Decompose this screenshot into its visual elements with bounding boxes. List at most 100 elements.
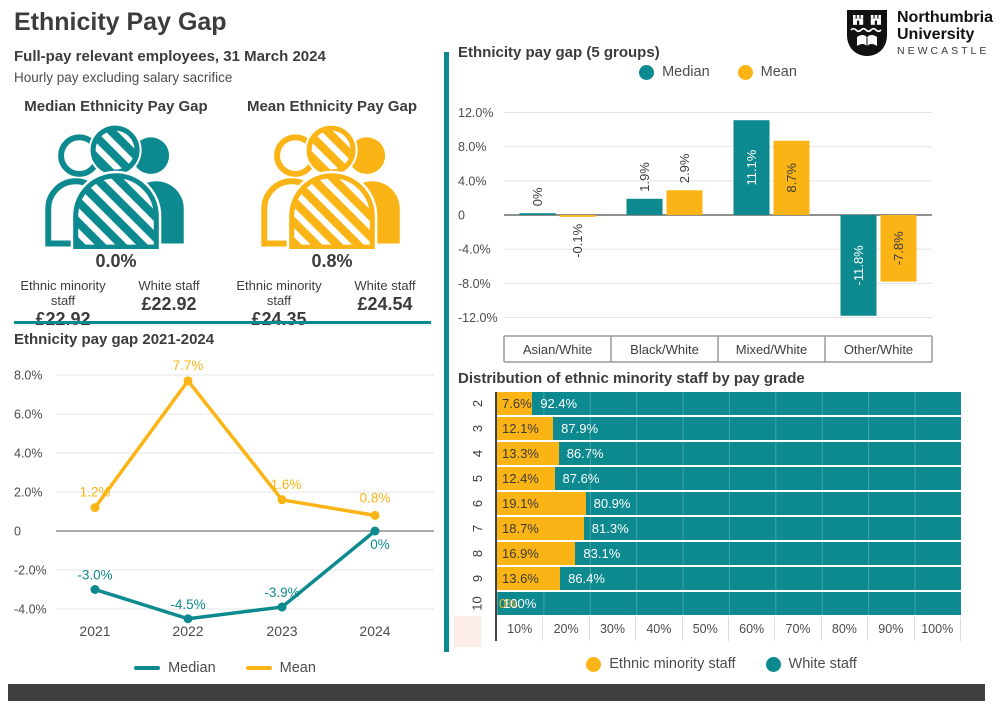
x-tick-label: 50% [683,617,729,641]
page-subtitle: Full-pay relevant employees, 31 March 20… [14,48,326,65]
group-label: White staff [354,278,416,293]
mean-bar-label: 2.9% [677,153,692,183]
group-column: White staff £22.92 [116,278,222,330]
group-value: £24.54 [357,294,413,314]
mean-bar-label: -7.8% [891,231,906,265]
hatched-person-body [289,173,375,249]
median-line [94,529,377,621]
mean-point-label: 1.6% [271,477,302,492]
pay-grade-label: 6 [469,499,485,508]
mean-line-swatch-icon [245,666,272,670]
column-divider [444,52,449,652]
mean-bar-label: -0.1% [570,223,585,257]
page-title: Ethnicity Pay Gap [14,8,227,36]
median-bar [840,215,877,316]
minority-segment [497,517,584,540]
logo-line-2: University [897,26,975,43]
pay-grade-label: 4 [469,449,485,458]
white-staff-segment: 19.1% 80.9% [497,492,961,515]
median-bar [626,198,663,215]
minority-segment [497,467,555,490]
legend-label: White staff [788,656,857,672]
category-label: Mixed/White [736,342,808,357]
white-staff-label: 87.9% [561,421,599,436]
white-staff-label: 86.4% [568,571,605,586]
median-bar-label: 11.1% [744,149,759,185]
minority-segment [497,442,559,465]
pay-grade-cell: 3 [458,417,497,440]
legend-item-mean: Mean [245,660,316,676]
white-staff-segment: 13.3% 86.7% [497,442,961,465]
distribution-chart-title: Distribution of ethnic minority staff by… [458,370,805,387]
x-tick-label: 90% [868,617,915,641]
mean-point [370,510,380,520]
median-point-label: -3.9% [264,585,299,600]
white-staff-label: 87.6% [562,471,600,486]
median-bar-label: -11.8% [851,245,866,286]
groups-chart-title: Ethnicity pay gap (5 groups) [458,44,660,61]
legend-item-median: Median [134,660,216,676]
minority-segment [497,417,554,440]
white-staff-label: 86.7% [566,446,604,461]
pay-grade-label: 2 [469,399,485,408]
median-point-label: 0% [370,537,390,552]
pay-grade-row: 7 18.7% 81.3% [458,517,985,540]
median-point [370,526,380,536]
logo-line-3: NEWCASTLE [897,45,990,57]
group-label: Ethnic minority staff [236,278,322,308]
section-divider-rule [14,321,431,324]
mean-point [277,495,287,505]
university-shield-icon [847,10,887,56]
pay-grade-row: 10 0% 100% [458,592,985,615]
pay-grade-label: 8 [469,549,485,558]
hatched-person-body [73,173,159,249]
pay-grade-cell: 9 [458,567,497,590]
category-label: Other/White [844,342,913,357]
mean-bar [666,190,703,215]
mean-bar [880,215,917,282]
y-tick-label: 4.0% [458,174,487,188]
pay-grade-row: 6 19.1% 80.9% [458,492,985,515]
minority-segment [497,392,533,415]
x-tick-label: 10% [497,617,544,641]
median-card-groups: Ethnic minority staff £22.92 White staff… [10,278,222,330]
footer-bar [8,684,985,701]
pay-grade-cell: 2 [458,392,497,415]
page-note: Hourly pay excluding salary sacrifice [14,70,233,85]
x-tick-label: 2023 [266,623,297,639]
x-tick-label: 100% [915,617,961,641]
minority-label: 13.3% [502,446,539,461]
x-tick-label: 2022 [172,623,203,639]
mean-bar [559,215,596,217]
category-label: Black/White [630,342,699,357]
white-staff-segment: 13.6% 86.4% [497,567,961,590]
group-column: Ethnic minority staff £22.92 [10,278,116,330]
minority-label: 7.6% [502,396,532,411]
y-axis-line [495,392,497,641]
white-staff-label: 80.9% [593,496,631,511]
mean-card-groups: Ethnic minority staff £24.35 White staff… [226,278,438,330]
minority-label: 12.4% [502,471,539,486]
people-group-icon [261,123,400,249]
pay-grade-label: 10 [470,596,485,611]
x-axis-ticks: 10% 20% 30% 40% 50% 60% 70% 80% 90% 100% [497,617,985,641]
mean-pay-gap-card: Mean Ethnicity Pay Gap 0.8% Ethnic minor… [226,98,438,330]
median-bar [519,213,556,215]
solid-person-head [132,137,170,174]
group-label: Ethnic minority staff [20,278,106,308]
legend-label: Median [662,64,710,80]
mean-dot-swatch-icon [737,64,753,80]
mean-bar [773,140,810,215]
median-point [183,614,193,624]
hatched-person-head [90,125,140,175]
trend-chart-title: Ethnicity pay gap 2021-2024 [14,331,215,348]
pay-grade-row: 5 12.4% 87.6% [458,467,985,490]
y-tick-label: 0 [14,525,21,539]
pay-grade-cell: 5 [458,467,497,490]
mean-point-label: 0.8% [360,490,391,505]
legend-item-minority: Ethnic minority staff [586,656,736,672]
pay-grade-cell: 4 [458,442,497,465]
x-tick-label: 20% [543,617,590,641]
legend-label: Mean [279,660,316,676]
